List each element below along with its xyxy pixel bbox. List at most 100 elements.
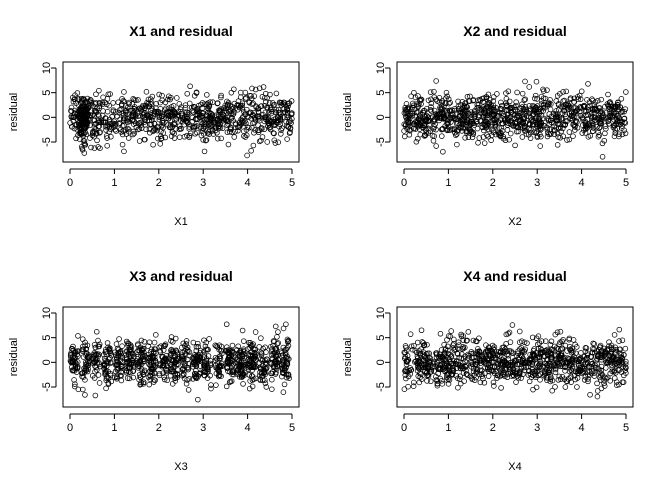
data-point (597, 354, 604, 361)
data-point (566, 335, 573, 342)
data-point (407, 127, 413, 134)
data-point (285, 103, 291, 109)
scatter-panel-2: X2 and residual 0 1 2 3 4 5 X2 -5 0 5 10 residual (342, 23, 634, 228)
data-point (486, 100, 493, 107)
data-point (113, 120, 119, 127)
data-point (234, 371, 241, 377)
data-point (440, 148, 446, 155)
data-point (183, 341, 190, 347)
data-point (480, 375, 486, 382)
data-point (506, 329, 513, 336)
data-point (567, 375, 573, 381)
data-point (257, 377, 264, 384)
data-point (246, 125, 252, 131)
data-point (514, 112, 521, 118)
data-point (161, 374, 167, 380)
data-point (438, 347, 445, 353)
data-point (435, 365, 441, 371)
data-point (485, 373, 492, 379)
data-point (620, 379, 627, 385)
data-point (413, 122, 420, 128)
data-point (533, 384, 540, 391)
data-point (459, 98, 466, 105)
data-point (531, 121, 537, 128)
data-point (136, 372, 143, 378)
data-point (585, 378, 591, 385)
data-point (410, 121, 417, 127)
data-point (273, 90, 280, 97)
data-point (191, 93, 198, 99)
data-point (469, 120, 475, 127)
data-point (146, 381, 153, 388)
data-point (258, 352, 265, 359)
data-point (418, 371, 424, 377)
data-point (443, 127, 450, 133)
data-point (284, 100, 291, 107)
data-point (263, 384, 270, 390)
data-point (571, 99, 577, 105)
data-point (491, 383, 497, 389)
data-point (88, 144, 94, 151)
data-point (522, 110, 528, 117)
data-point (271, 101, 278, 108)
data-point (218, 135, 224, 142)
data-point (124, 117, 130, 124)
data-point (151, 354, 158, 360)
data-point (68, 108, 74, 114)
data-point (552, 331, 559, 338)
data-point (75, 333, 81, 339)
data-point (589, 122, 595, 129)
data-point (603, 109, 610, 116)
data-point (530, 106, 537, 112)
data-point (544, 124, 550, 131)
data-point (547, 131, 554, 137)
data-point (227, 369, 233, 375)
data-point (246, 100, 253, 106)
data-point (176, 134, 183, 140)
data-point (218, 92, 224, 99)
data-point (405, 383, 411, 390)
data-point (611, 110, 617, 117)
data-point (412, 126, 419, 132)
data-point (224, 117, 230, 123)
data-point (91, 353, 98, 359)
data-point (466, 130, 473, 136)
data-point (603, 365, 609, 371)
data-point (255, 127, 261, 134)
data-point (224, 129, 231, 135)
data-point (472, 113, 478, 119)
data-point (188, 104, 195, 111)
data-point (131, 130, 137, 137)
data-point (423, 359, 429, 365)
data-point (121, 89, 127, 95)
data-point (402, 355, 408, 362)
data-point (128, 349, 134, 355)
data-point (147, 129, 153, 136)
data-point (283, 119, 289, 125)
data-point (228, 378, 235, 384)
x-tick-label: 2 (490, 177, 496, 189)
data-point (76, 96, 82, 102)
data-point (257, 365, 264, 372)
data-point (524, 340, 530, 346)
data-point (201, 363, 208, 370)
data-point (490, 368, 496, 375)
data-point (582, 374, 589, 380)
data-point (137, 381, 143, 388)
data-point (210, 117, 217, 123)
data-point (519, 119, 526, 125)
data-point (118, 377, 125, 384)
data-point (522, 78, 528, 85)
data-point (616, 381, 622, 388)
data-point (98, 119, 104, 126)
data-point (93, 108, 99, 115)
data-point (82, 141, 89, 148)
data-point (277, 100, 284, 106)
data-point (425, 130, 432, 136)
data-point (167, 96, 173, 103)
y-tick-label: 10 (41, 62, 53, 74)
data-point (160, 370, 166, 376)
data-point (237, 121, 244, 127)
data-point (145, 351, 152, 358)
